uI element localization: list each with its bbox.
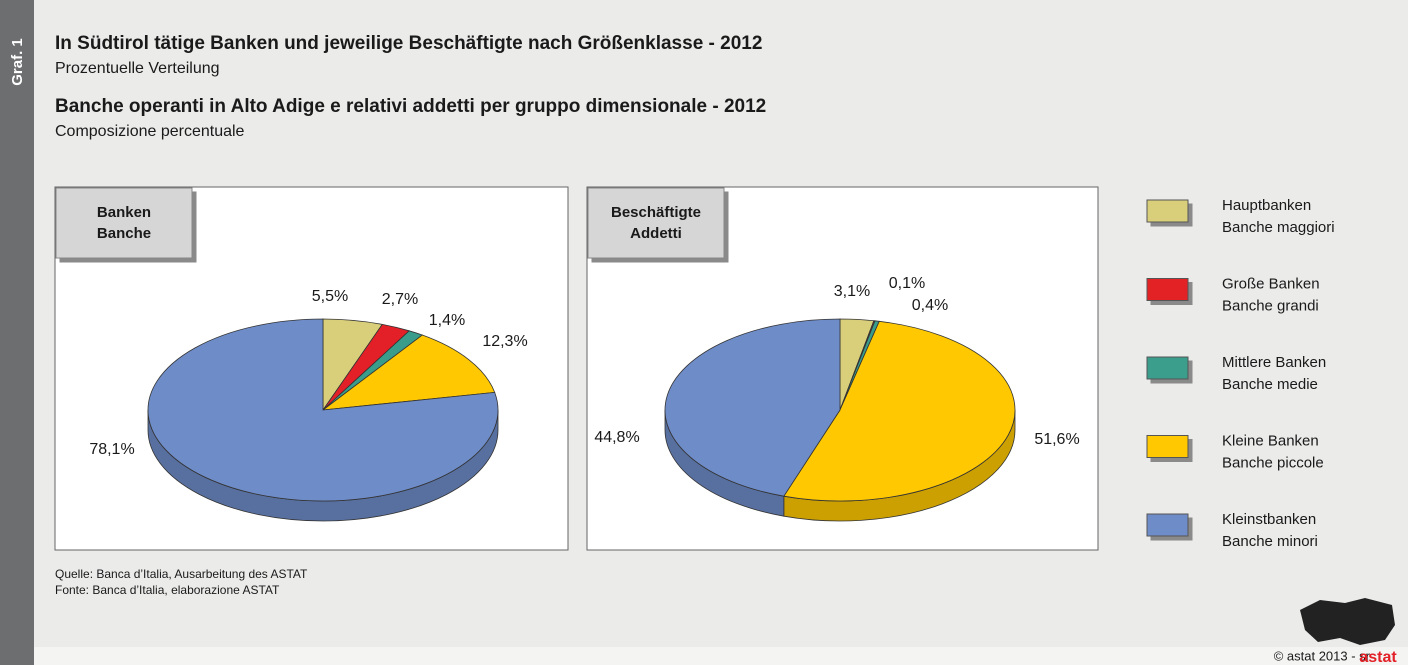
chart-tab-title: Banche [97, 225, 151, 242]
pie-slice [664, 318, 841, 497]
data-label: 51,6% [1034, 431, 1079, 448]
logo-map [1300, 598, 1395, 645]
chart-tab [55, 187, 193, 259]
legend-swatch [1146, 356, 1189, 380]
logo-text: astat [1359, 649, 1397, 665]
footer-bar [0, 647, 1408, 665]
chart-tab-title: Banken [97, 204, 151, 221]
data-label: 44,8% [594, 429, 639, 446]
source: Fonte: Banca d’Italia, elaborazione ASTA… [55, 583, 280, 597]
legend-label: Große Banken [1222, 275, 1320, 292]
title-it: Banche operanti in Alto Adige e relativi… [55, 96, 766, 117]
title-de: In Südtirol tätige Banken und jeweilige … [55, 33, 762, 54]
data-label: 78,1% [89, 441, 134, 458]
copyright: © astat 2013 - sr [1274, 648, 1371, 663]
subtitle-de: Prozentuelle Verteilung [55, 60, 220, 77]
side-strip [0, 0, 34, 665]
data-label: 1,4% [429, 312, 465, 329]
legend-swatch [1146, 435, 1189, 458]
data-label: 12,3% [482, 333, 527, 350]
data-label: 0,1% [889, 275, 925, 292]
pie-slice [321, 334, 496, 411]
legend-swatch [1146, 278, 1189, 301]
pie-slice [783, 320, 1016, 502]
legend-label: Kleine Banken [1222, 432, 1319, 449]
graf-label: Graf. 1 [9, 38, 26, 86]
legend-swatch [1146, 199, 1189, 223]
data-label: 2,7% [382, 291, 418, 308]
source: Quelle: Banca d’Italia, Ausarbeitung des… [55, 567, 308, 581]
legend-label: Banche grandi [1222, 297, 1319, 314]
pie-slice [147, 318, 499, 502]
legend-label: Banche medie [1222, 376, 1318, 393]
legend-label: Mittlere Banken [1222, 354, 1326, 371]
legend-label: Kleinstbanken [1222, 511, 1316, 528]
legend-label: Hauptbanken [1222, 197, 1311, 214]
data-label: 5,5% [312, 288, 348, 305]
chart-tab [587, 187, 725, 259]
data-label: 3,1% [834, 283, 870, 300]
legend-swatch [1146, 513, 1189, 537]
legend-label: Banche piccole [1222, 454, 1324, 471]
legend-label: Banche minori [1222, 533, 1318, 550]
chart-tab-title: Addetti [630, 225, 682, 242]
subtitle-it: Composizione percentuale [55, 123, 245, 140]
chart-tab-title: Beschäftigte [611, 204, 701, 221]
legend-label: Banche maggiori [1222, 219, 1335, 236]
data-label: 0,4% [912, 297, 948, 314]
